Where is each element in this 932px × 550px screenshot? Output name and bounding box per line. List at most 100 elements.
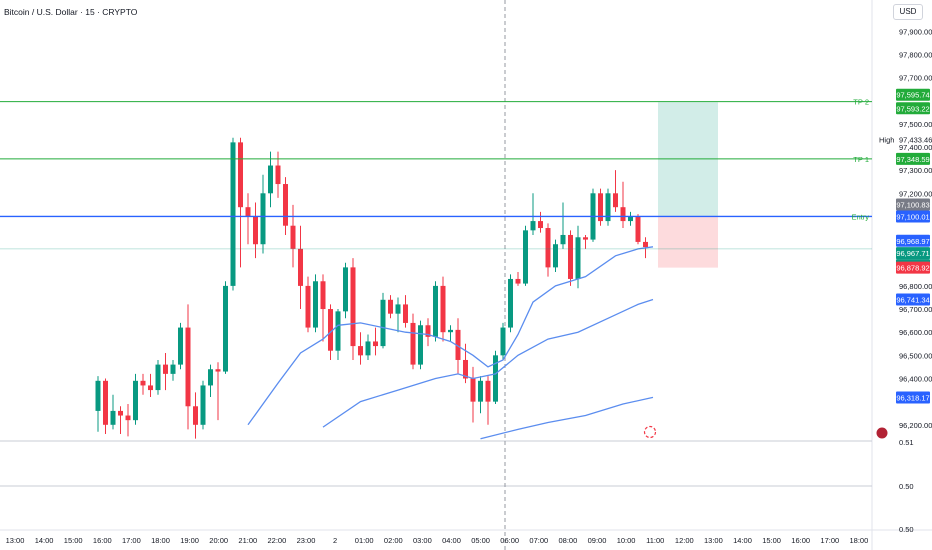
x-tick-label: 13:00 — [704, 536, 723, 545]
candle-body — [163, 364, 168, 374]
take-profit-label: TP 2 — [853, 98, 869, 107]
candle-body — [530, 221, 536, 231]
x-tick-label: 02:00 — [384, 536, 403, 545]
x-tick-label: 17:00 — [122, 536, 141, 545]
candle-body — [95, 380, 101, 411]
tp2b-price-tag-bg — [896, 102, 930, 115]
x-tick-label: 22:00 — [268, 536, 287, 545]
candle-body — [170, 364, 176, 374]
ma-fast-price-tag-bg — [896, 234, 930, 247]
candle-body — [148, 385, 153, 391]
candle-body — [440, 285, 446, 333]
candle-body — [508, 278, 513, 328]
ma-slow-price-tag: 96,318.17 — [896, 393, 929, 402]
candle-body — [470, 378, 476, 402]
moving-average-line-3 — [480, 396, 654, 440]
candle-body — [223, 285, 228, 372]
candle-body — [500, 327, 506, 356]
candle-body — [373, 341, 378, 347]
candle-body — [275, 165, 281, 185]
candle-body — [253, 216, 258, 245]
entry-label: Entry — [851, 212, 869, 221]
x-tick-label: 18:00 — [850, 536, 869, 545]
y-tick-label: 96,200.00 — [899, 421, 932, 430]
y-tick-label: 97,300.00 — [899, 166, 932, 175]
candle-body — [545, 228, 551, 268]
candle-body — [313, 281, 318, 328]
candle-body — [643, 241, 648, 248]
candle-body — [305, 285, 311, 328]
candle-body — [493, 355, 498, 402]
moving-averages — [247, 246, 654, 440]
candle-body — [485, 380, 491, 402]
y-tick-label: 97,200.00 — [899, 189, 932, 198]
y-tick-label: 96,500.00 — [899, 351, 932, 360]
candle-body — [425, 325, 431, 337]
candle-body — [125, 415, 131, 421]
candle-body — [298, 248, 303, 286]
prev-price-tag: 97,100.83 — [896, 200, 929, 209]
candle-body — [118, 410, 123, 416]
candle-body — [523, 230, 528, 284]
level-lines[interactable]: TP 2 TP 1 Entry — [0, 98, 872, 250]
x-tick-label: 13:00 — [6, 536, 25, 545]
x-tick-label: 15:00 — [762, 536, 781, 545]
candle-body — [515, 278, 521, 284]
tp1-price-tag-bg — [896, 152, 930, 165]
candle-body — [185, 327, 191, 407]
candle-body — [335, 311, 341, 351]
currency-button[interactable]: USD — [893, 4, 923, 20]
candle-body — [290, 225, 296, 249]
candle-body — [215, 369, 221, 372]
candle-body — [365, 341, 371, 356]
candle-body — [358, 346, 363, 356]
x-tick-label: 06:00 — [500, 536, 519, 545]
x-tick-label: 20:00 — [209, 536, 228, 545]
x-tick-label: 2 — [333, 536, 337, 545]
ma-fast-price-tag: 96,968.97 — [896, 237, 929, 246]
symbol-title[interactable]: Bitcoin / U.S. Dollar · 15 · CRYPTO — [4, 7, 138, 17]
candle-body — [598, 193, 603, 222]
candle-body — [418, 325, 423, 365]
candle-body — [103, 380, 108, 425]
candle-body — [635, 216, 641, 242]
x-tick-label: 19:00 — [180, 536, 199, 545]
x-tick-label: 10:00 — [617, 536, 636, 545]
x-tick-label: 04:00 — [442, 536, 461, 545]
ma-mid-price-tag-bg — [896, 293, 930, 306]
candle-body — [155, 364, 161, 391]
moving-average-line-1 — [247, 246, 654, 426]
take-profit-label: TP 1 — [853, 155, 869, 164]
price-labels: 97,595.74 97,593.22 High 97,433.46 97,348.59… — [643, 88, 932, 440]
x-tick-label: 07:00 — [529, 536, 548, 545]
candle-body — [350, 267, 356, 347]
tp1-price-tag: 97,348.59 — [896, 155, 929, 164]
candle-body — [538, 221, 543, 229]
candle-body — [620, 207, 626, 222]
stop-price-tag-bg — [896, 261, 930, 274]
candle-body — [583, 237, 588, 240]
moving-average-line-2 — [322, 298, 654, 428]
candle-body — [628, 216, 633, 222]
x-tick-label: 17:00 — [820, 536, 839, 545]
candle-body — [388, 299, 393, 314]
y-tick-label: 96,700.00 — [899, 305, 932, 314]
candle-body — [110, 410, 116, 425]
candle-body — [328, 309, 333, 351]
last-price-tag: 96,967.71 — [896, 249, 929, 258]
tp2b-price-tag: 97,593.22 — [896, 104, 929, 113]
position-zones[interactable] — [658, 102, 718, 268]
y-tick-label: 96,800.00 — [899, 282, 932, 291]
candle-body — [575, 237, 581, 279]
entry-price-tag: 97,100.01 — [896, 212, 929, 221]
y-tick-label: 96,400.00 — [899, 374, 932, 383]
prev-price-tag-bg — [896, 198, 930, 211]
x-tick-label: 05:00 — [471, 536, 490, 545]
candle-body — [140, 380, 146, 386]
x-tick-label: 14:00 — [35, 536, 54, 545]
flag-icon — [875, 426, 889, 440]
candle-body — [133, 380, 138, 421]
candles — [95, 137, 648, 439]
x-tick-label: 01:00 — [355, 536, 374, 545]
